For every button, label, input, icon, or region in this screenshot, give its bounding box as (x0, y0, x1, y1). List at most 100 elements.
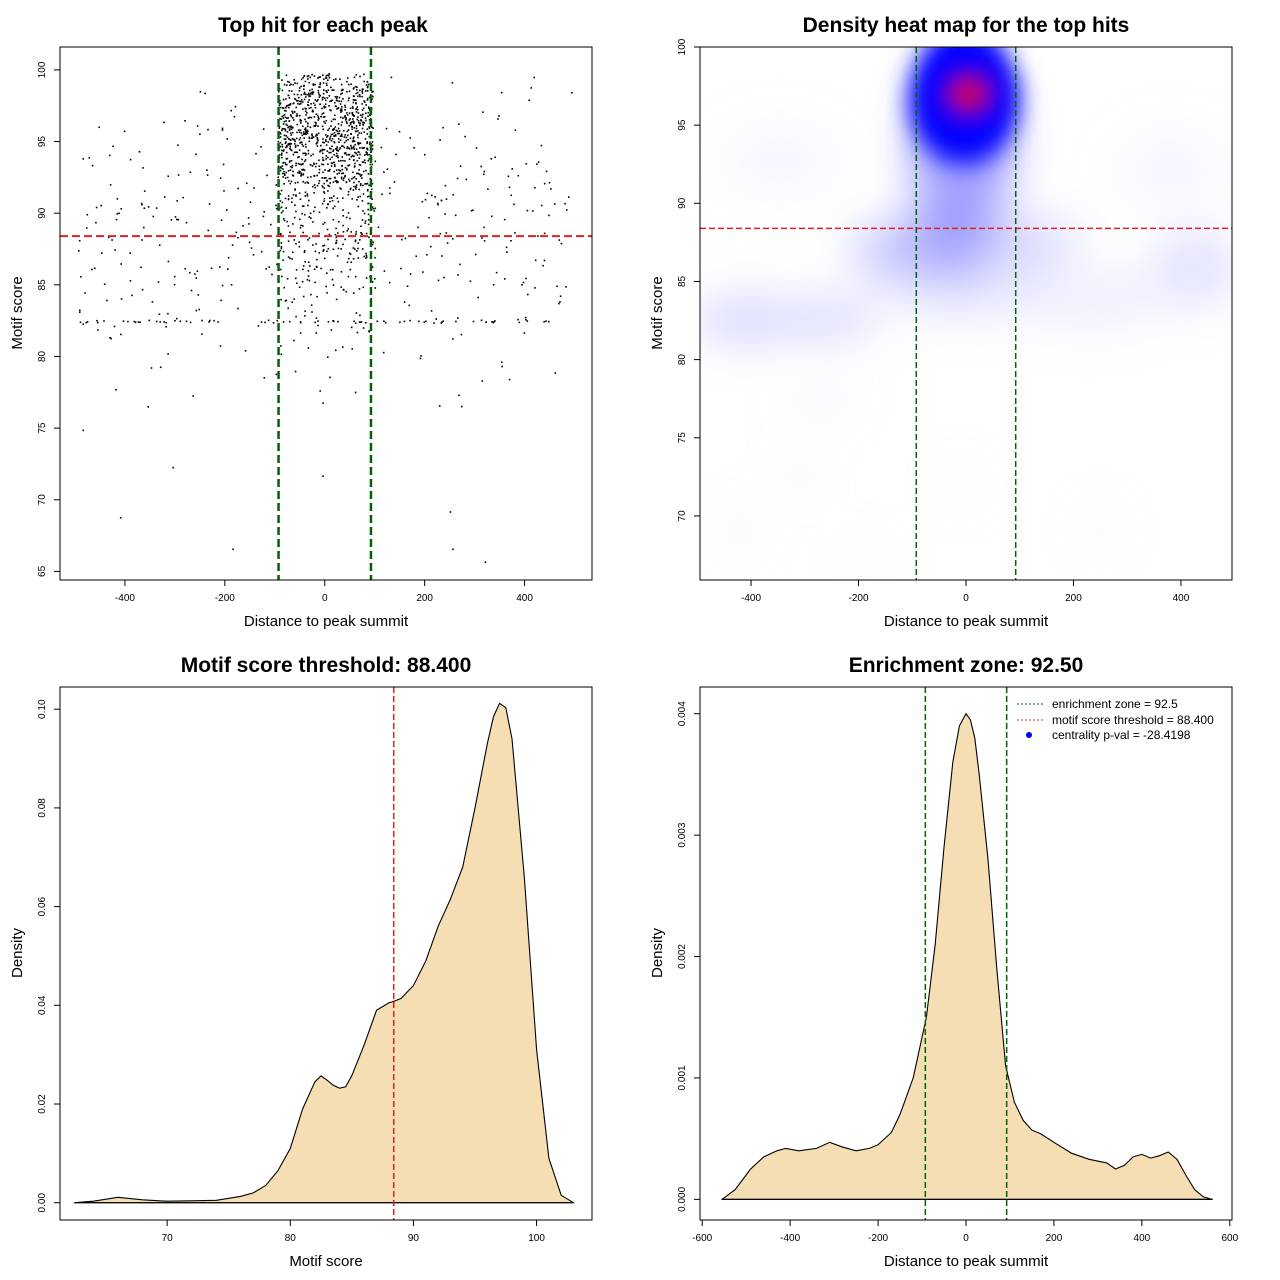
scatter-point (330, 151, 332, 154)
scatter-point (331, 145, 333, 148)
scatter-point (78, 250, 80, 252)
scatter-point (337, 247, 340, 250)
scatter-point (305, 146, 307, 148)
scatter-point (346, 90, 348, 93)
scatter-point (326, 228, 329, 231)
scatter-point (344, 152, 347, 155)
scatter-point (142, 167, 144, 169)
scatter-point (331, 156, 333, 159)
scatter-point (276, 207, 278, 210)
scatter-point (350, 144, 352, 147)
scatter-point (363, 73, 365, 76)
scatter-point (343, 289, 345, 291)
scatter-point (286, 278, 289, 280)
scatter-point (353, 121, 355, 124)
scatter-point (365, 277, 368, 279)
scatter-point (350, 231, 352, 233)
scatter-point (352, 101, 355, 104)
scatter-point (312, 83, 315, 85)
scatter-point (314, 106, 317, 109)
y-tick-label: 100 (37, 61, 48, 78)
scatter-point (323, 148, 326, 151)
scatter-point (292, 170, 294, 173)
scatter-point (279, 136, 282, 138)
scatter-point (91, 164, 94, 167)
scatter-point (299, 332, 302, 334)
scatter-point (195, 277, 198, 279)
distance-density-x-axis-label: Distance to peak summit (884, 1253, 1049, 1270)
scatter-point (323, 244, 326, 247)
scatter-point (306, 181, 308, 183)
scatter-point (452, 194, 455, 196)
scatter-point (490, 158, 493, 160)
scatter-point (250, 247, 253, 249)
scatter-point (109, 184, 112, 186)
scatter-point (330, 120, 333, 123)
scatter-point (336, 108, 338, 110)
scatter-point (284, 116, 287, 119)
scatter-point (359, 184, 362, 187)
scatter-point (351, 177, 353, 180)
scatter-point (285, 146, 287, 149)
scatter-point (330, 133, 333, 136)
scatter-point (347, 134, 349, 137)
scatter-point (340, 286, 342, 288)
scatter-point (346, 261, 349, 264)
scatter-point (334, 180, 337, 182)
x-tick-label: -200 (868, 1233, 888, 1244)
scatter-point (323, 191, 325, 193)
scatter-point (353, 115, 355, 117)
scatter-point (422, 271, 424, 273)
scatter-point (424, 198, 427, 201)
scatter-point (281, 172, 284, 175)
scatter-point (286, 146, 288, 148)
scatter-point (316, 184, 319, 187)
scatter-point (335, 239, 338, 242)
scatter-point (295, 195, 297, 197)
y-tick-label: 0.10 (37, 699, 48, 719)
scatter-point (293, 216, 296, 219)
scatter-point (355, 111, 358, 113)
scatter-point (221, 284, 224, 287)
scatter-point (279, 249, 282, 252)
scatter-point (337, 127, 340, 130)
scatter-point (364, 90, 367, 92)
scatter-point (328, 95, 331, 97)
scatter-point (291, 110, 293, 113)
scatter-point (430, 310, 433, 312)
scatter-point (342, 215, 344, 217)
scatter-point (419, 357, 422, 360)
scatter-point (307, 275, 310, 277)
scatter-point (319, 82, 322, 84)
scatter-point (322, 186, 324, 188)
scatter-point (393, 181, 396, 183)
scatter-point (122, 320, 125, 322)
scatter-point (262, 128, 265, 130)
scatter-point (483, 240, 486, 242)
x-tick-label: 600 (1221, 1233, 1238, 1244)
scatter-point (347, 212, 350, 214)
scatter-point (540, 144, 543, 147)
scatter-point (472, 320, 475, 323)
scatter-point (386, 168, 389, 170)
scatter-point (288, 106, 290, 109)
scatter-point (307, 270, 310, 272)
scatter-point (283, 134, 286, 137)
scatter-point (498, 115, 500, 117)
scatter-point (317, 89, 320, 92)
scatter-point (543, 259, 546, 262)
scatter-point (86, 213, 89, 216)
scatter-point (492, 321, 494, 324)
scatter-point (494, 156, 496, 159)
scatter-point (230, 109, 232, 112)
scatter-point (307, 104, 309, 106)
scatter-point (308, 92, 310, 95)
scatter-point (340, 271, 343, 273)
scatter-point (338, 96, 341, 99)
scatter-point (372, 90, 374, 93)
scatter-point (536, 163, 538, 165)
scatter-point (292, 153, 295, 156)
scatter-point (283, 149, 285, 151)
scatter-point (352, 88, 355, 90)
scatter-point (359, 114, 362, 116)
